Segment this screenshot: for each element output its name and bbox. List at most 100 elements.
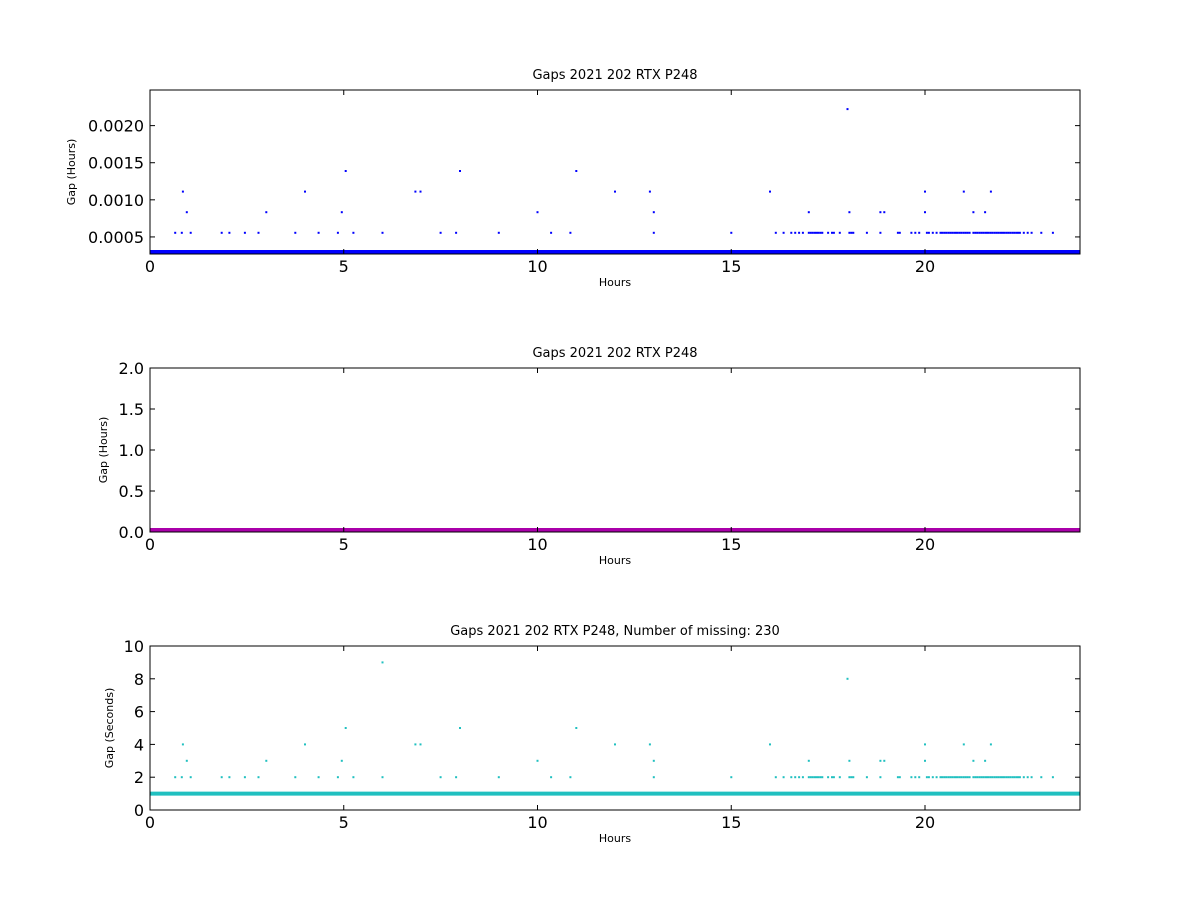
data-point	[180, 231, 183, 234]
data-point	[953, 231, 956, 234]
data-point	[960, 231, 963, 234]
data-point	[987, 231, 990, 234]
data-point	[257, 231, 260, 234]
x-tick-label: 0	[145, 257, 155, 276]
data-point	[815, 231, 818, 234]
data-point	[811, 231, 814, 234]
data-point	[991, 231, 994, 234]
data-point	[550, 776, 553, 779]
data-point	[1005, 231, 1008, 234]
data-point	[652, 759, 655, 762]
data-point	[972, 759, 975, 762]
data-point	[730, 231, 733, 234]
data-point	[817, 776, 820, 779]
data-point	[790, 231, 793, 234]
data-point	[185, 211, 188, 214]
x-tick-label: 10	[527, 257, 547, 276]
y-tick-label: 10	[124, 637, 144, 656]
data-point	[821, 231, 824, 234]
data-point	[947, 776, 950, 779]
data-point	[1030, 231, 1033, 234]
data-point	[304, 743, 306, 746]
data-point	[439, 231, 442, 234]
y-axis-label: Gap (Hours)	[97, 417, 110, 484]
chart-title: Gaps 2021 202 RTX P248	[532, 68, 697, 83]
data-point	[1013, 231, 1016, 234]
data-point	[947, 231, 950, 234]
data-point	[951, 231, 954, 234]
subplot-2: 0 5 10 15 20 0.0 0.5 1.0 1.5 2.0 Gaps 2021 202 RTX…	[97, 346, 1081, 567]
data-point	[931, 231, 934, 234]
data-point	[958, 231, 961, 234]
data-point	[924, 743, 926, 746]
y-tick-label: 0.0015	[88, 154, 144, 173]
data-point	[966, 776, 969, 779]
x-tick-label: 15	[721, 813, 741, 832]
data-point	[794, 776, 797, 779]
x-axis-label: Hours	[599, 276, 631, 289]
data-point	[1051, 776, 1054, 779]
data-point	[1013, 776, 1016, 779]
data-point	[986, 231, 988, 234]
data-point	[228, 776, 231, 779]
data-point	[807, 759, 810, 762]
data-point	[838, 776, 841, 779]
data-point	[1011, 231, 1014, 234]
data-point	[1003, 231, 1006, 234]
data-point	[827, 776, 830, 779]
data-point	[798, 776, 801, 779]
data-point	[455, 776, 458, 779]
x-axis-label: Hours	[599, 832, 631, 845]
data-point	[801, 776, 804, 779]
data-point	[898, 231, 901, 234]
data-point	[898, 776, 901, 779]
data-point	[974, 776, 977, 779]
data-point	[1026, 776, 1029, 779]
data-point	[815, 776, 818, 779]
data-point	[956, 231, 959, 234]
data-point	[807, 776, 810, 779]
data-point	[782, 231, 785, 234]
data-point	[978, 776, 981, 779]
data-point	[181, 743, 184, 746]
data-point	[846, 108, 849, 111]
axes-frame	[149, 89, 1081, 255]
data-point	[941, 776, 944, 779]
data-point	[243, 776, 246, 779]
data-point	[419, 743, 422, 746]
data-point	[265, 759, 268, 762]
data-point	[1022, 231, 1025, 234]
axes-frame	[149, 645, 1081, 811]
x-tick-label: 20	[915, 813, 935, 832]
data-point	[972, 776, 975, 779]
data-point	[652, 776, 655, 779]
data-point	[813, 776, 816, 779]
data-point	[879, 231, 882, 234]
data-point	[798, 231, 801, 234]
chart-title: Gaps 2021 202 RTX P248	[532, 346, 697, 361]
data-point	[769, 743, 771, 746]
data-point	[984, 776, 987, 779]
data-point	[819, 776, 822, 779]
data-point	[1040, 231, 1043, 234]
data-point	[1026, 231, 1029, 234]
data-point	[459, 727, 461, 729]
data-point	[381, 661, 384, 664]
data-point	[817, 231, 820, 234]
data-point	[1051, 231, 1054, 234]
data-point	[782, 776, 785, 779]
data-point	[997, 776, 1000, 779]
data-point	[999, 776, 1002, 779]
data-point	[993, 776, 996, 779]
data-point	[865, 231, 868, 234]
axes-frame	[149, 367, 1081, 533]
data-point	[978, 231, 981, 234]
data-point	[575, 170, 578, 172]
data-point	[962, 231, 965, 234]
data-point	[794, 231, 797, 234]
data-point	[964, 776, 967, 779]
data-point	[848, 211, 851, 214]
data-point	[174, 231, 177, 234]
data-point	[945, 231, 948, 234]
